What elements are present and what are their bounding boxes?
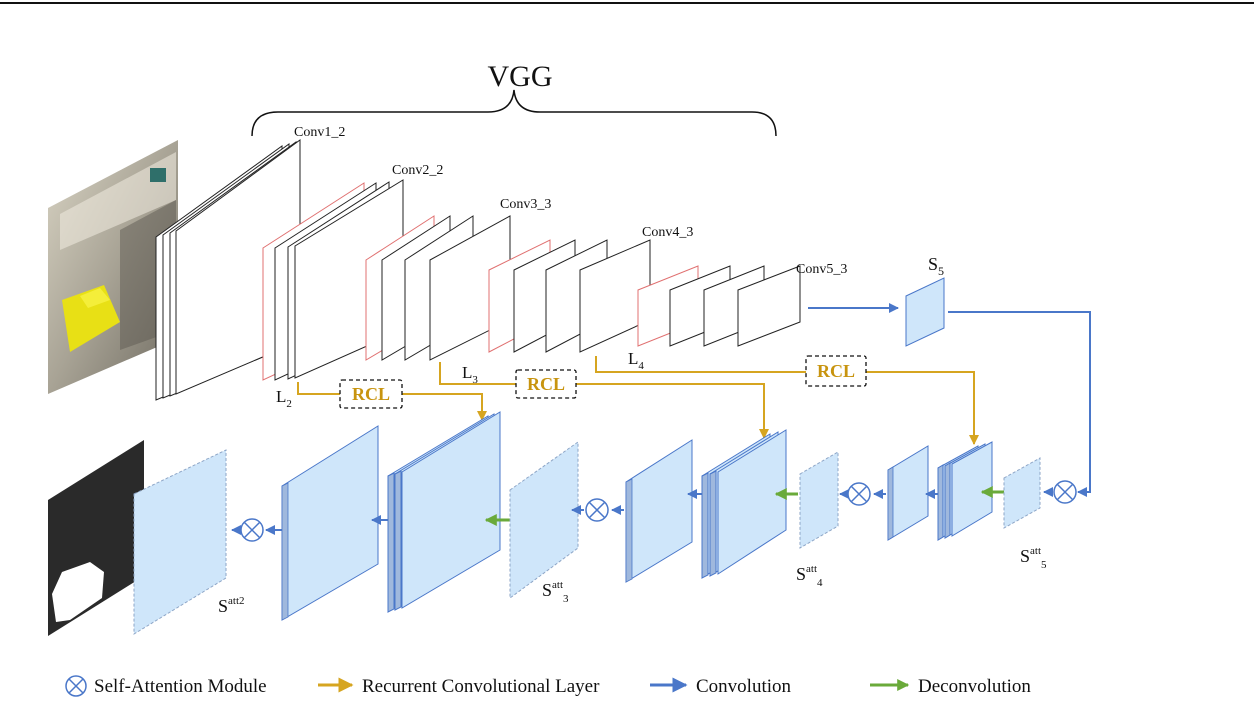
legend-self-attention-label: Self-Attention Module: [94, 676, 267, 697]
s5-map: [905, 277, 945, 347]
s-att2-map: [133, 449, 227, 635]
conv1-label: Conv1_2: [294, 125, 345, 140]
svg-text:RCL: RCL: [527, 374, 565, 394]
decoder-stack-3: [701, 429, 787, 579]
rcl-box-2: RCL: [515, 369, 577, 399]
s-att3-map: [509, 441, 579, 599]
s-att4-map: [799, 451, 839, 549]
l2-label: L2: [276, 387, 292, 410]
legend-convolution-label: Convolution: [696, 676, 792, 697]
l4-label: L4: [628, 349, 644, 372]
vgg-brace: [251, 89, 777, 137]
vgg-title: VGG: [488, 60, 553, 93]
legend: Self-Attention Module Recurrent Convolut…: [65, 675, 1031, 697]
s-att4-label: Satt4: [796, 563, 823, 589]
legend-rcl-label: Recurrent Convolutional Layer: [362, 676, 600, 697]
legend-self-attention-icon: [65, 675, 87, 697]
self-attention-icon-3: [585, 498, 609, 522]
conv4-block: [488, 239, 651, 353]
decoder-feature-4: [887, 445, 929, 541]
decoder-feature-3: [625, 439, 693, 583]
l3-label: L3: [462, 363, 478, 386]
s5-label: S5: [928, 254, 944, 278]
rcl-box-3: RCL: [805, 355, 867, 387]
decoder-stack-4: [937, 441, 993, 541]
rcl-box-1: RCL: [339, 379, 403, 409]
self-attention-icon-4: [847, 482, 871, 506]
svg-text:RCL: RCL: [817, 361, 855, 381]
s-att5-map: [1003, 457, 1041, 529]
rcl-connections: [297, 356, 979, 445]
conv4-label: Conv4_3: [642, 225, 693, 240]
conv5-label: Conv5_3: [796, 262, 847, 277]
legend-deconvolution-label: Deconvolution: [918, 676, 1031, 697]
output-saliency-map: [48, 440, 144, 636]
conv-path-s5-down: [948, 311, 1091, 497]
s-att3-label: Satt3: [542, 579, 569, 605]
decoder-feature-2: [281, 425, 379, 621]
self-attention-icon-2: [240, 518, 264, 542]
conv3-label: Conv3_3: [500, 197, 551, 212]
conv2-label: Conv2_2: [392, 163, 443, 178]
s-att5-label: Satt5: [1020, 545, 1047, 571]
conv5-block: [637, 265, 801, 347]
decoder-stack-2: [387, 411, 501, 613]
self-attention-icon-5: [1053, 480, 1077, 504]
svg-text:RCL: RCL: [352, 384, 390, 404]
s-att2-label: Satt2: [218, 595, 245, 616]
